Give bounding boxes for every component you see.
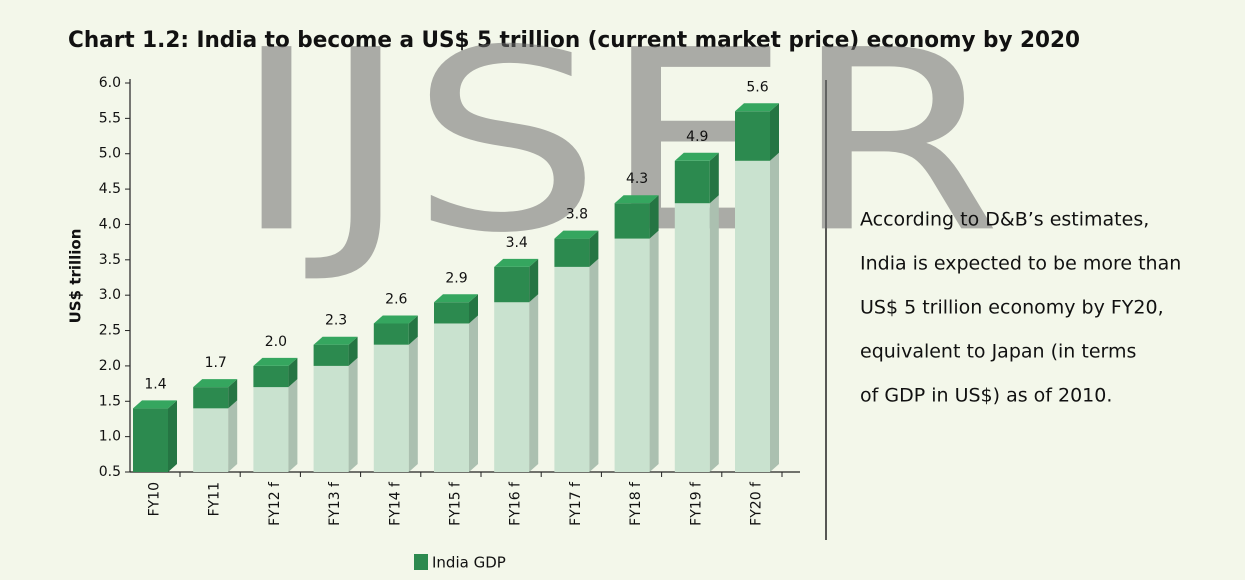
bar-side (649, 195, 659, 239)
bar-top (373, 315, 418, 324)
base-bar-side (709, 195, 719, 472)
chart-title: Chart 1.2: India to become a US$ 5 trill… (68, 28, 1080, 53)
base-bar (434, 323, 469, 472)
bar (133, 408, 168, 472)
y-tick-label: 1.5 (99, 393, 121, 409)
base-bar-side (408, 336, 418, 472)
base-bar (554, 266, 590, 472)
x-tick-label: FY17 f (568, 481, 584, 526)
base-bar (253, 387, 289, 472)
bar-side (168, 400, 177, 472)
bar-top (674, 152, 719, 161)
data-label: 2.6 (385, 291, 407, 307)
base-bar (313, 365, 349, 472)
bar-top (614, 195, 659, 204)
y-tick-label: 4.5 (99, 181, 121, 197)
x-tick-label: FY15 f (448, 481, 464, 526)
bar-top (554, 230, 599, 239)
bar (253, 365, 289, 388)
y-tick-label: 5.0 (99, 146, 121, 162)
bar (434, 302, 469, 324)
base-bar-side (649, 230, 659, 472)
base-bar (373, 344, 409, 472)
y-tick-label: 5.5 (99, 110, 121, 126)
x-tick-label: FY14 f (387, 481, 403, 526)
data-label: 2.9 (445, 270, 467, 286)
bar-top (253, 357, 298, 366)
bar-side (469, 294, 478, 324)
bar-side (770, 103, 779, 161)
bar (494, 266, 530, 303)
x-tick-label: FY20 f (749, 481, 765, 526)
annotation-line: US$ 5 trillion economy by FY20, (860, 297, 1164, 319)
legend-swatch (414, 554, 428, 570)
base-bar (494, 302, 530, 472)
base-bar-side (228, 400, 238, 472)
bar-side (288, 357, 298, 388)
base-bar-side (770, 152, 779, 473)
bar-side (228, 379, 238, 409)
y-tick-label: 2.0 (99, 358, 121, 374)
base-bar-side (288, 379, 298, 472)
annotation-line: India is expected to be more than (860, 253, 1181, 275)
legend-label: India GDP (432, 554, 506, 572)
x-tick-label: FY13 f (327, 481, 343, 526)
y-tick-label: 6.0 (99, 75, 121, 91)
bar (313, 344, 349, 366)
bar-top (494, 258, 539, 267)
base-bar-side (469, 315, 478, 472)
y-tick-label: 2.5 (99, 323, 121, 339)
bar-side (408, 315, 418, 345)
annotation-line: According to D&B’s estimates, (860, 209, 1149, 231)
x-tick-label: FY12 f (267, 481, 283, 526)
data-label: 2.0 (265, 334, 287, 350)
x-tick-label: FY19 f (688, 481, 704, 526)
x-tick-label: FY11 (207, 482, 223, 516)
bar-top (434, 294, 478, 303)
bar-top (133, 400, 177, 409)
bar-side (529, 258, 539, 303)
data-label: 3.8 (566, 207, 588, 223)
data-label: 3.4 (506, 235, 528, 251)
data-label: 1.7 (205, 355, 227, 371)
data-label: 2.3 (325, 313, 347, 329)
base-bar (735, 160, 770, 473)
bar (554, 238, 590, 267)
bar (735, 111, 770, 161)
bar (614, 203, 650, 239)
bar (193, 387, 229, 409)
y-tick-label: 0.5 (99, 464, 121, 480)
y-tick-label: 4.0 (99, 216, 121, 232)
bar (674, 160, 710, 204)
bar-top (735, 103, 779, 112)
base-bar-side (348, 357, 358, 472)
y-tick-label: 3.5 (99, 252, 121, 268)
bar-top (313, 336, 358, 345)
bar (373, 323, 409, 345)
base-bar-side (529, 294, 539, 472)
annotation-line: of GDP in US$) as of 2010. (860, 385, 1112, 407)
data-label: 4.9 (686, 129, 708, 145)
y-tick-label: 3.0 (99, 287, 121, 303)
annotation-line: equivalent to Japan (in terms (860, 341, 1136, 363)
x-tick-label: FY10 (147, 482, 163, 516)
x-tick-label: FY16 f (508, 481, 524, 526)
data-label: 1.4 (144, 376, 166, 392)
data-label: 4.3 (626, 171, 648, 187)
base-bar (614, 238, 650, 472)
bar-top (193, 379, 238, 388)
bar-side (348, 336, 358, 366)
y-tick-label: 1.0 (99, 429, 121, 445)
y-axis-label: US$ trillion (67, 229, 85, 324)
base-bar-side (589, 258, 599, 472)
data-label: 5.6 (746, 79, 768, 95)
bar-side (709, 152, 719, 204)
base-bar (193, 408, 229, 472)
bar-side (589, 230, 599, 267)
base-bar (674, 203, 710, 472)
x-tick-label: FY18 f (628, 481, 644, 526)
